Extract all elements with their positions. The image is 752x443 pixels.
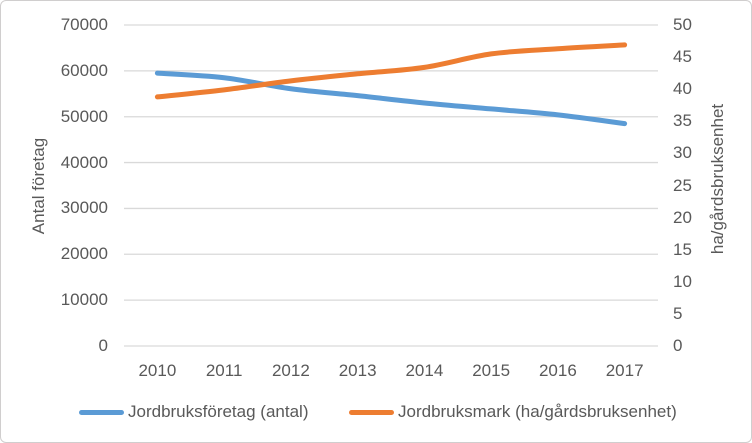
legend-label-jordbruksforetag: Jordbruksföretag (antal) [128,402,309,421]
y-right-tick-0: 0 [673,336,683,355]
series-line-jordbruksforetag [154,70,628,127]
y-right-tick-50: 50 [673,15,692,34]
y-right-tick-5: 5 [673,303,683,323]
x-tick-2011: 2011 [205,361,243,380]
y-right-tick-20: 20 [673,207,692,227]
x-tick-2017: 2017 [605,361,644,380]
series-line-jordbruksmark [154,42,628,100]
x-tick-2016: 2016 [538,361,577,380]
y-right-tick-35: 35 [673,111,692,131]
y-left-tick-70000: 70000 [60,15,108,34]
x-tick-2015: 2015 [472,361,511,380]
y-right-tick-45: 45 [673,47,692,67]
x-tick-2010: 2010 [138,361,177,380]
legend-line-marker-orange [349,410,394,415]
y-axis-title-left: Antal företag [29,137,48,235]
y-right-tick-40: 40 [673,79,692,99]
y-left-tick-10000: 10000 [60,290,108,310]
y-left-tick-60000: 60000 [60,60,108,80]
x-tick-2014: 2014 [405,361,444,380]
legend-line-marker-blue [79,410,124,415]
legend: Jordbruksföretag (antal) Jordbruksmark (… [1,399,751,427]
legend-label-jordbruksmark: Jordbruksmark (ha/gårdsbruksenhet) [398,402,677,421]
y-right-tick-10: 10 [673,271,692,291]
y-left-tick-40000: 40000 [60,152,108,172]
y-left-tick-50000: 50000 [60,106,108,126]
y-axis-title-right: ha/gårdsbruksenhet [708,103,727,255]
y-left-tick-20000: 20000 [60,244,108,264]
y-right-tick-30: 30 [673,143,692,163]
y-left-tick-30000: 30000 [60,198,108,218]
x-tick-2012: 2012 [271,361,310,380]
y-left-tick-0: 0 [98,336,108,355]
y-right-tick-15: 15 [673,239,692,259]
y-right-tick-25: 25 [673,175,692,195]
x-tick-2013: 2013 [338,361,377,380]
